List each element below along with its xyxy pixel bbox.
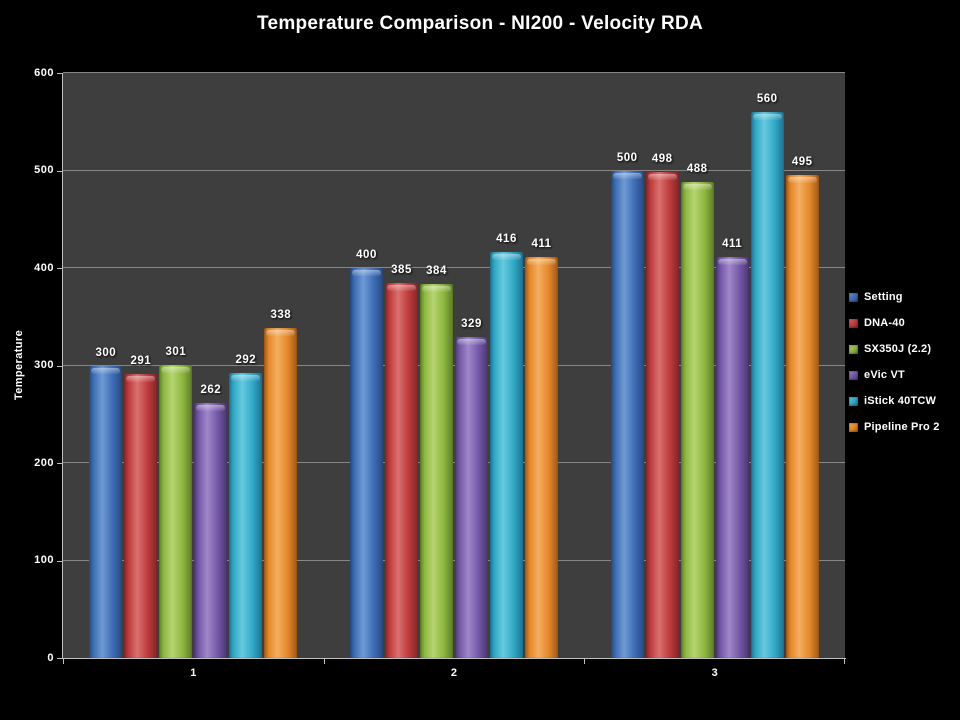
bar-dna-40-group-2: [385, 282, 418, 658]
bar-pipeline-pro-2-group-2: [525, 257, 558, 658]
x-category-label-2: 2: [450, 667, 458, 679]
bar-setting-group-3: [610, 170, 644, 658]
bar-dna-40-group-1: [124, 374, 158, 658]
bar-value-label-pipeline-pro-2-group-3: 495: [791, 156, 813, 169]
bar-dna-40-group-3: [645, 172, 679, 658]
legend-label-dna-40: DNA-40: [864, 317, 905, 329]
x-tick-mark: [844, 659, 845, 664]
legend-item-evic-vt: eVic VT: [849, 362, 940, 388]
legend-marker-setting: [849, 292, 858, 302]
legend-label-istick-40tcw: iStick 40TCW: [864, 395, 937, 407]
bar-setting-group-1: [89, 365, 123, 658]
y-tick-mark: [57, 463, 62, 464]
legend-item-dna-40: DNA-40: [849, 310, 940, 336]
gridline-200: [63, 462, 845, 463]
legend-label-sx350j-2-2: SX350J (2.2): [864, 343, 932, 355]
gridline-400: [63, 267, 845, 268]
bar-pipeline-pro-2-group-1: [264, 328, 298, 658]
x-tick-mark: [584, 659, 586, 664]
y-axis-line: [62, 73, 63, 659]
x-category-label-3: 3: [711, 667, 718, 679]
y-tick-label: 200: [34, 456, 54, 469]
bar-sx350j-2-2-group-2: [420, 283, 453, 658]
gridline-600: [63, 72, 845, 73]
bar-istick-40tcw-group-3: [750, 112, 784, 658]
y-tick-mark: [57, 268, 62, 269]
y-tick-label: 400: [34, 261, 54, 274]
bar-value-label-istick-40tcw-group-3: 560: [756, 93, 778, 105]
bar-value-label-dna-40-group-2: 385: [391, 263, 412, 276]
legend-label-pipeline-pro-2: Pipeline Pro 2: [864, 421, 940, 433]
bar-value-label-istick-40tcw-group-1: 292: [235, 354, 257, 367]
chart-title: Temperature Comparison - NI200 - Velocit…: [256, 13, 704, 34]
bar-evic-vt-group-1: [194, 402, 228, 658]
bar-istick-40tcw-group-1: [229, 373, 263, 658]
plot-area: 300 291 301 262 292 338 400 385 384 329 416 411 500 4…: [63, 72, 845, 658]
bar-value-label-setting-group-3: 500: [616, 151, 638, 164]
gridline-300: [63, 364, 845, 366]
bar-istick-40tcw-group-2: [490, 252, 523, 658]
y-tick-mark: [57, 170, 62, 172]
bar-value-label-setting-group-1: 300: [95, 346, 117, 359]
x-axis-line: [62, 658, 846, 659]
gridline-500: [63, 169, 845, 171]
x-tick-mark: [63, 659, 64, 664]
legend-marker-evic-vt: [849, 370, 858, 380]
bar-evic-vt-group-3: [715, 257, 749, 658]
legend-item-sx350j-2-2: SX350J (2.2): [849, 336, 940, 362]
legend-marker-istick-40tcw: [849, 396, 858, 406]
y-tick-label: 100: [34, 554, 54, 566]
legend-label-evic-vt: eVic VT: [864, 369, 905, 381]
bar-value-label-pipeline-pro-2-group-2: 411: [531, 238, 552, 251]
y-tick-label: 600: [34, 66, 54, 79]
bar-value-label-evic-vt-group-1: 262: [200, 383, 222, 396]
bar-value-label-istick-40tcw-group-2: 416: [496, 233, 517, 246]
legend-marker-sx350j-2-2: [849, 344, 858, 354]
bar-setting-group-2: [350, 268, 383, 658]
legend-item-istick-40tcw: iStick 40TCW: [849, 388, 940, 414]
y-tick-mark: [57, 560, 62, 562]
legend: Setting DNA-40 SX350J (2.2) eVic VT iStick 4…: [849, 284, 940, 440]
legend-item-pipeline-pro-2: Pipeline Pro 2: [849, 414, 940, 440]
legend-marker-dna-40: [849, 318, 858, 328]
legend-label-setting: Setting: [864, 291, 903, 303]
bar-sx350j-2-2-group-1: [159, 364, 193, 658]
bar-value-label-setting-group-2: 400: [356, 249, 377, 261]
y-tick-mark: [57, 365, 62, 367]
y-tick-mark: [57, 658, 62, 659]
y-tick-label: 300: [34, 359, 54, 371]
bar-value-label-sx350j-2-2-group-2: 384: [426, 264, 447, 277]
bar-value-label-sx350j-2-2-group-1: 301: [165, 345, 187, 358]
bar-value-label-sx350j-2-2-group-3: 488: [686, 163, 708, 176]
bar-value-label-pipeline-pro-2-group-1: 338: [270, 309, 292, 322]
y-tick-label: 500: [34, 164, 54, 176]
x-tick-mark: [323, 659, 325, 664]
x-category-label-1: 1: [190, 667, 197, 679]
bar-pipeline-pro-2-group-3: [785, 175, 819, 658]
bar-sx350j-2-2-group-3: [680, 182, 714, 658]
legend-item-setting: Setting: [849, 284, 940, 310]
bar-value-label-dna-40-group-3: 498: [651, 153, 673, 166]
bar-value-label-evic-vt-group-3: 411: [722, 238, 743, 251]
y-tick-label: 0: [47, 651, 54, 664]
legend-marker-pipeline-pro-2: [849, 422, 858, 432]
bar-evic-vt-group-2: [455, 337, 488, 658]
gridline-100: [63, 559, 845, 561]
y-tick-mark: [57, 73, 62, 74]
bar-value-label-dna-40-group-1: 291: [130, 355, 152, 368]
bar-value-label-evic-vt-group-2: 329: [461, 318, 482, 331]
